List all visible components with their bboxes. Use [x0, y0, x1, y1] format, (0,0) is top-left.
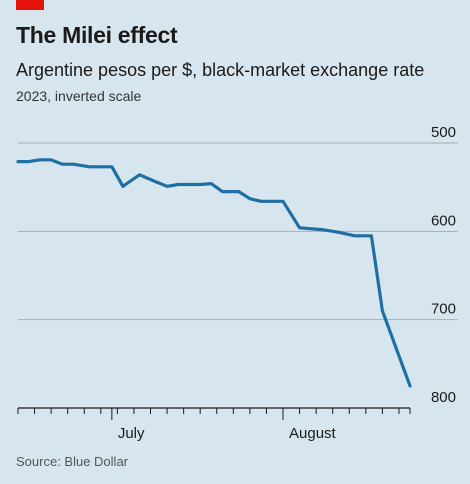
y-tick-label-800: 800 [431, 389, 456, 406]
y-tick-labels: 500 600 700 800 [431, 124, 456, 406]
y-tick-label-500: 500 [431, 124, 456, 141]
brand-tag [16, 0, 44, 10]
grid-lines [18, 142, 458, 321]
x-tick-label-august: August [289, 425, 337, 442]
x-tick-label-july: July [118, 425, 145, 442]
series-line-0 [16, 158, 412, 388]
source-note: Source: Blue Dollar [16, 454, 128, 469]
chart-subtitle: Argentine pesos per $, black-market exch… [16, 60, 425, 80]
chart-title: The Milei effect [16, 22, 178, 48]
y-tick-label-700: 700 [431, 301, 456, 318]
series-layer [16, 158, 412, 388]
chart-note: 2023, inverted scale [16, 88, 142, 104]
y-tick-label-600: 600 [431, 212, 456, 229]
x-axis: July August [17, 407, 411, 442]
